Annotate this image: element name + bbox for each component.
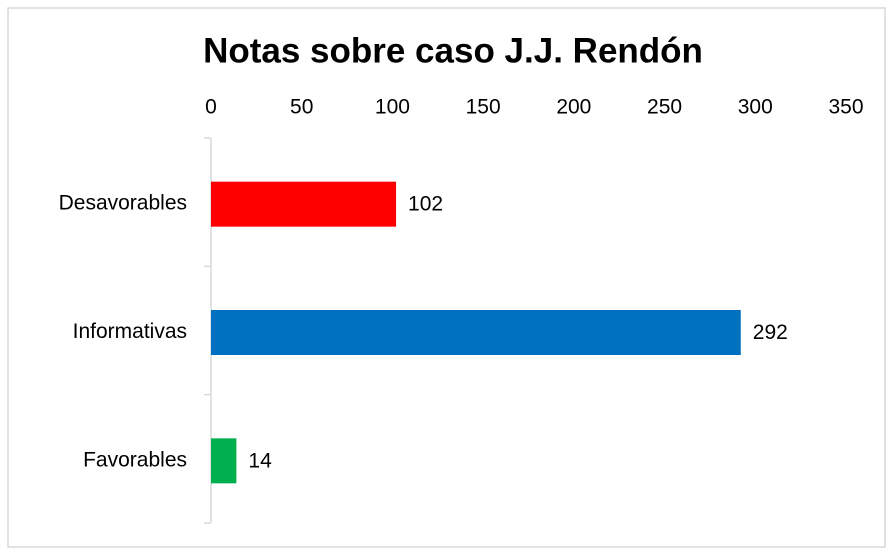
- y-tick-label: Favorables: [83, 448, 187, 471]
- y-tick-label: Desavorables: [59, 192, 187, 215]
- chart-title: Notas sobre caso J.J. Rendón: [203, 31, 703, 70]
- data-label: 14: [248, 449, 272, 472]
- x-tick-label: 100: [375, 96, 410, 119]
- x-tick-label: 50: [290, 96, 313, 119]
- bar: [211, 438, 237, 484]
- data-label: 292: [753, 321, 788, 344]
- bar: [211, 181, 397, 227]
- x-tick-label: 150: [466, 96, 501, 119]
- x-tick-label: 350: [828, 96, 863, 119]
- x-tick-label: 200: [556, 96, 591, 119]
- x-tick-label: 250: [647, 96, 682, 119]
- x-tick-label: 300: [738, 96, 773, 119]
- data-label: 102: [408, 193, 443, 216]
- chart-frame: [7, 7, 886, 548]
- y-tick-label: Informativas: [73, 320, 187, 343]
- x-tick-label: 0: [205, 96, 217, 119]
- bar: [211, 310, 741, 355]
